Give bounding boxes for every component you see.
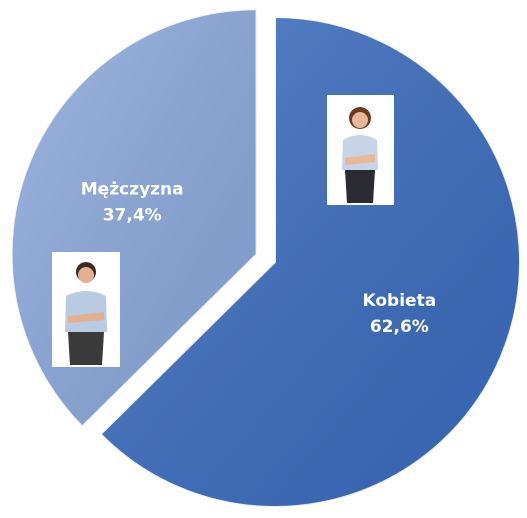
slice-label: Mężczyzna — [81, 179, 184, 199]
slice-shine — [100, 17, 520, 508]
slice-value: 37,4% — [103, 205, 162, 225]
pie — [10, 8, 521, 508]
slice-label: Kobieta — [362, 291, 436, 311]
slice-value: 62,6% — [370, 317, 429, 337]
woman-picture — [327, 95, 394, 205]
man-picture — [52, 252, 120, 367]
